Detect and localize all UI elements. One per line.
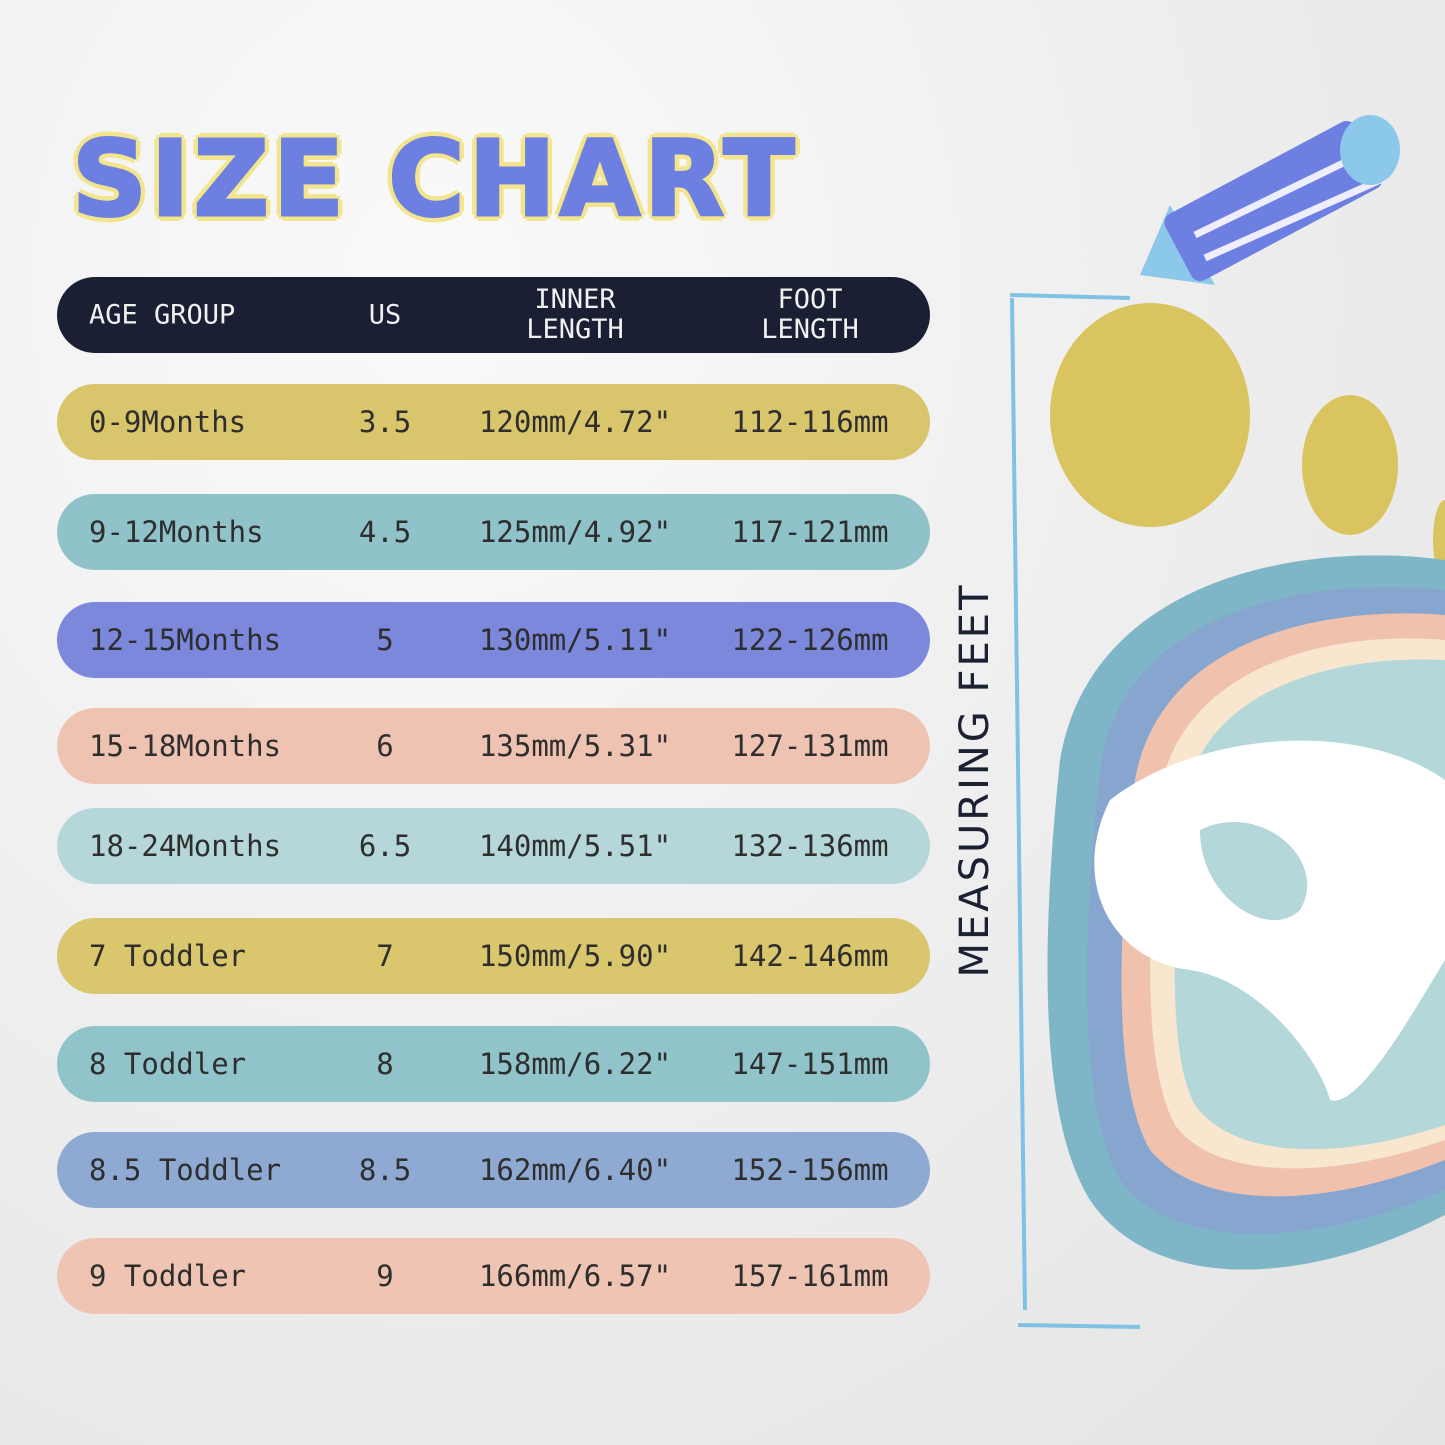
- cell-age: 9-12Months: [89, 515, 264, 549]
- table-header: AGE GROUP US INNER LENGTH FOOT LENGTH: [57, 277, 930, 353]
- table-row: 9 Toddler 9 166mm/6.57" 157-161mm: [57, 1238, 930, 1314]
- table-row: 8 Toddler 8 158mm/6.22" 147-151mm: [57, 1026, 930, 1102]
- toes: [1050, 303, 1445, 580]
- table-row: 15-18Months 6 135mm/5.31" 127-131mm: [57, 708, 930, 784]
- cell-age: 0-9Months: [89, 405, 247, 439]
- cell-age: 7 Toddler: [89, 939, 247, 973]
- table-row: 8.5 Toddler 8.5 162mm/6.40" 152-156mm: [57, 1132, 930, 1208]
- cell-age: 18-24Months: [89, 829, 282, 863]
- table-row: 18-24Months 6.5 140mm/5.51" 132-136mm: [57, 808, 930, 884]
- page-title: SIZE CHART: [70, 117, 799, 242]
- ruler-line: [1009, 293, 1141, 1329]
- table-row: 0-9Months 3.5 120mm/4.72" 112-116mm: [57, 384, 930, 460]
- header-age-group: AGE GROUP: [89, 299, 236, 331]
- measuring-feet-label: MEASURING FEET: [952, 582, 998, 978]
- foot-sole: [1047, 555, 1445, 1270]
- cell-age: 9 Toddler: [89, 1259, 247, 1293]
- cell-age: 8 Toddler: [89, 1047, 247, 1081]
- cell-age: 12-15Months: [89, 623, 282, 657]
- table-row: 9-12Months 4.5 125mm/4.92" 117-121mm: [57, 494, 930, 570]
- cell-age: 15-18Months: [89, 729, 282, 763]
- table-row: 12-15Months 5 130mm/5.11" 122-126mm: [57, 602, 930, 678]
- cell-age: 8.5 Toddler: [89, 1153, 282, 1187]
- table-row: 7 Toddler 7 150mm/5.90" 142-146mm: [57, 918, 930, 994]
- pencil-icon: [1140, 115, 1400, 285]
